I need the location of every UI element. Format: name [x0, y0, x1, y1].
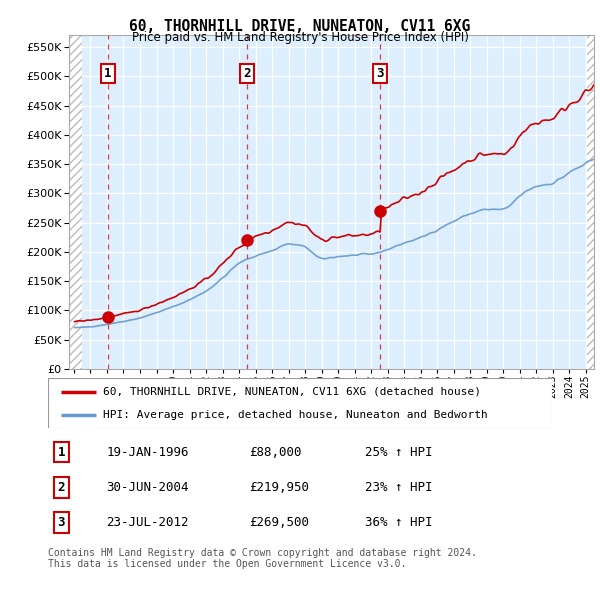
Text: 2: 2 — [58, 481, 65, 494]
Text: 1: 1 — [104, 67, 112, 80]
FancyBboxPatch shape — [48, 378, 552, 428]
Text: 60, THORNHILL DRIVE, NUNEATON, CV11 6XG (detached house): 60, THORNHILL DRIVE, NUNEATON, CV11 6XG … — [103, 386, 481, 396]
Text: Contains HM Land Registry data © Crown copyright and database right 2024.
This d: Contains HM Land Registry data © Crown c… — [48, 548, 477, 569]
Text: 3: 3 — [377, 67, 384, 80]
Text: 25% ↑ HPI: 25% ↑ HPI — [365, 445, 432, 459]
Text: 30-JUN-2004: 30-JUN-2004 — [106, 481, 188, 494]
Text: 36% ↑ HPI: 36% ↑ HPI — [365, 516, 432, 529]
Text: 19-JAN-1996: 19-JAN-1996 — [106, 445, 188, 459]
Text: Price paid vs. HM Land Registry's House Price Index (HPI): Price paid vs. HM Land Registry's House … — [131, 31, 469, 44]
Text: 23-JUL-2012: 23-JUL-2012 — [106, 516, 188, 529]
Text: £88,000: £88,000 — [248, 445, 301, 459]
Bar — [69, 35, 82, 369]
Text: 2: 2 — [244, 67, 251, 80]
Text: 60, THORNHILL DRIVE, NUNEATON, CV11 6XG: 60, THORNHILL DRIVE, NUNEATON, CV11 6XG — [130, 19, 470, 34]
Text: £269,500: £269,500 — [248, 516, 308, 529]
Text: 1: 1 — [58, 445, 65, 459]
Bar — [587, 35, 594, 369]
Text: 3: 3 — [58, 516, 65, 529]
Text: £219,950: £219,950 — [248, 481, 308, 494]
Text: HPI: Average price, detached house, Nuneaton and Bedworth: HPI: Average price, detached house, Nune… — [103, 410, 488, 420]
Text: 23% ↑ HPI: 23% ↑ HPI — [365, 481, 432, 494]
